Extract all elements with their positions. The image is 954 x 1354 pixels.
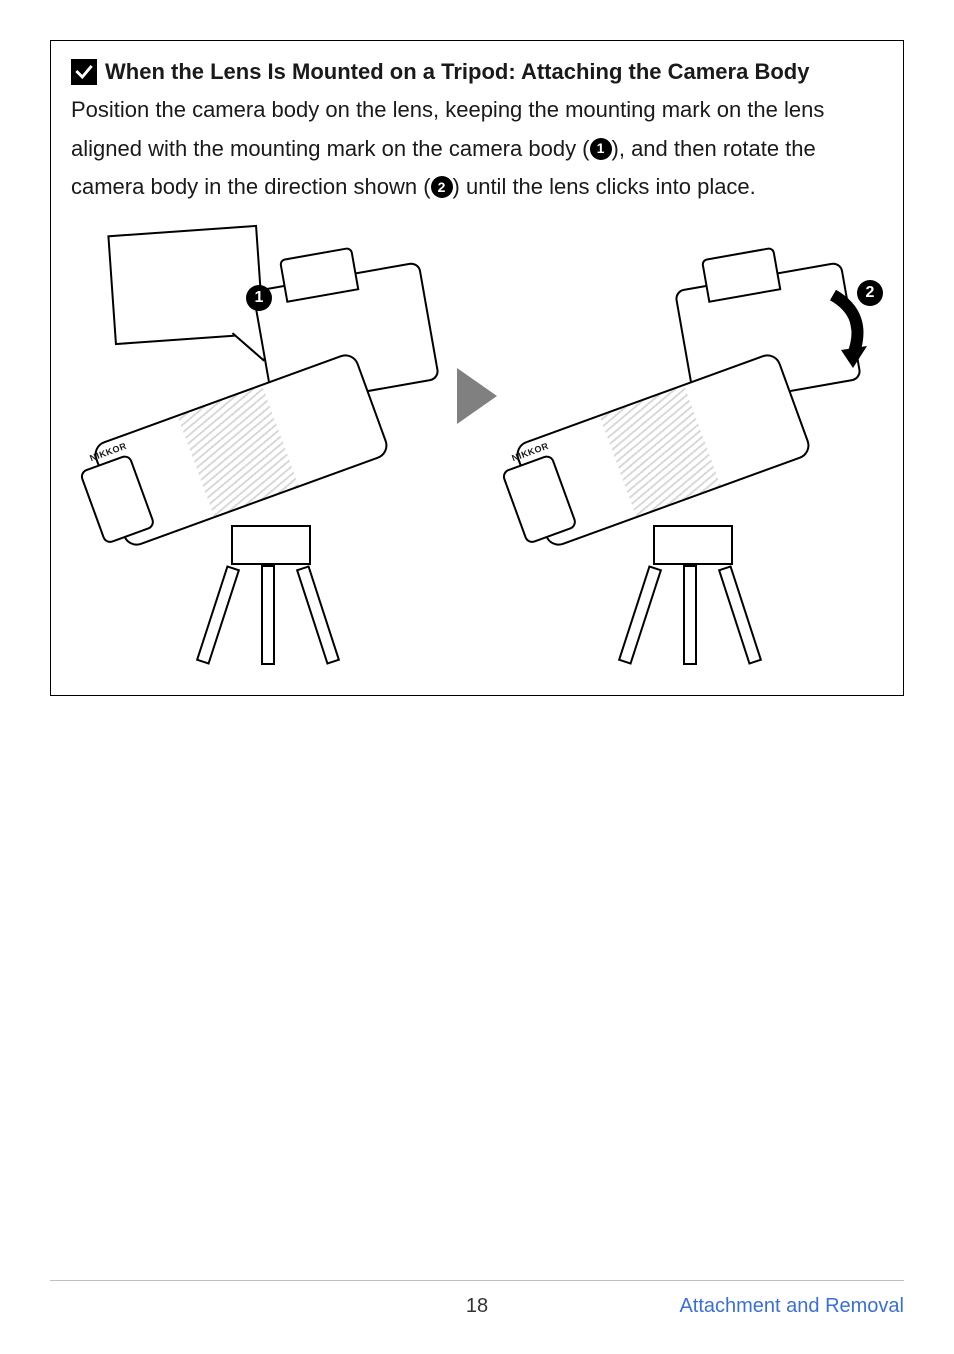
step-marker-2-inline: 2 — [431, 176, 453, 198]
step-marker-1: 1 — [246, 285, 272, 311]
text-segment: ) until the lens clicks into place. — [453, 174, 756, 199]
diagram-panel-2: NIKKOR 2 — [493, 225, 883, 675]
lens-icon — [513, 350, 814, 549]
mount-detail-callout — [107, 224, 264, 344]
tripod-icon — [181, 525, 361, 665]
instruction-box: When the Lens Is Mounted on a Tripod: At… — [50, 40, 904, 696]
section-link[interactable]: Attachment and Removal — [679, 1295, 904, 1318]
page-number: 18 — [466, 1295, 488, 1318]
tripod-icon — [603, 525, 783, 665]
step-marker-1-inline: 1 — [590, 138, 612, 160]
check-icon — [71, 59, 97, 85]
lens-icon — [91, 350, 392, 549]
diagram-area: NIKKOR 1 NIKKOR — [71, 225, 883, 675]
step-marker-2: 2 — [857, 280, 883, 306]
illustration-step-2: NIKKOR 2 — [493, 225, 883, 675]
diagram-panel-1: NIKKOR 1 — [71, 225, 461, 675]
section-heading: When the Lens Is Mounted on a Tripod: At… — [105, 59, 809, 85]
illustration-step-1: NIKKOR 1 — [71, 225, 461, 675]
instruction-text: Position the camera body on the lens, ke… — [71, 91, 883, 207]
page-footer: 18 Attachment and Removal — [50, 1280, 904, 1318]
heading-row: When the Lens Is Mounted on a Tripod: At… — [71, 59, 883, 85]
next-step-arrow-icon — [457, 368, 497, 424]
